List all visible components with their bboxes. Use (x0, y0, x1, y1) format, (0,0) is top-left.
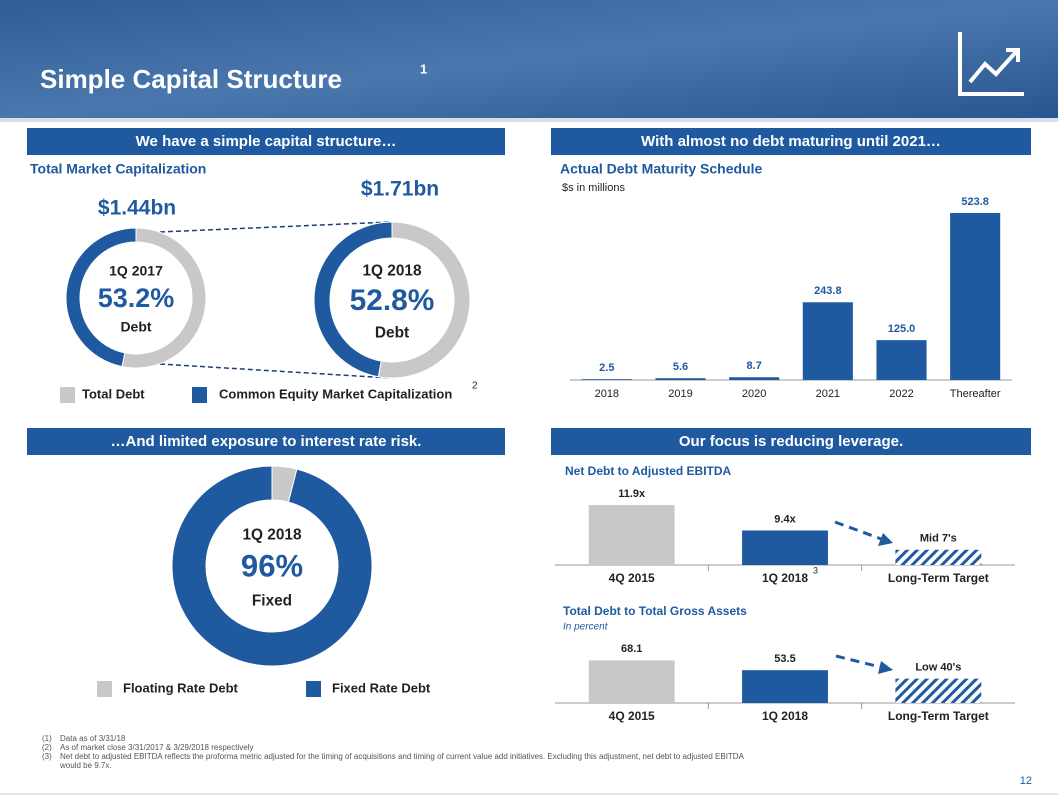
total-label: $1.44bn (98, 197, 176, 220)
center-value: 53.2% (98, 283, 175, 313)
section-bar (27, 128, 505, 155)
center-value: 96% (241, 549, 303, 584)
legend-label: Common Equity Market Capitalization (219, 386, 452, 401)
value-label: Mid 7's (920, 533, 957, 545)
value-label: 5.6 (673, 361, 688, 373)
section-title: Our focus is reducing leverage. (679, 433, 903, 450)
section-bar (551, 428, 1031, 455)
chart-title: Net Debt to Adjusted EBITDA (565, 464, 732, 478)
center-caption: Debt (375, 324, 409, 341)
value-label: 9.4x (774, 513, 796, 525)
footnote-text: As of market close 3/31/2017 & 3/29/2018… (60, 743, 253, 752)
bar (581, 379, 632, 380)
legend-label: Floating Rate Debt (123, 680, 239, 695)
value-label: 243.8 (814, 285, 842, 297)
bar (742, 530, 828, 565)
footnote-text: Data as of 3/31/18 (60, 734, 126, 743)
chart-title: Actual Debt Maturity Schedule (560, 161, 762, 177)
footnote-marker: (2) (42, 743, 52, 752)
arrow-head (878, 533, 893, 674)
header-rule (0, 118, 1058, 122)
trend-icon (958, 32, 1024, 96)
section-title: …And limited exposure to interest rate r… (111, 433, 422, 450)
bar (588, 505, 675, 565)
legend-swatch (60, 387, 75, 403)
bar (950, 213, 1001, 380)
section-title: With almost no debt maturing until 2021… (641, 133, 941, 150)
bar (876, 340, 927, 380)
bar (729, 377, 780, 380)
value-label: 53.5 (774, 653, 795, 665)
header-band (0, 0, 1058, 118)
slide-title: Simple Capital Structure (40, 64, 342, 94)
bar (895, 549, 982, 565)
section-bar (27, 428, 505, 455)
x-tick-label: 2018 (595, 388, 619, 400)
legend-swatch (97, 681, 112, 697)
center-value: 52.8% (350, 284, 435, 317)
category-note: 3 (813, 565, 818, 575)
bar (895, 678, 982, 703)
x-tick-label: Long-Term Target (888, 571, 989, 585)
value-label: 8.7 (747, 360, 762, 372)
total-label: $1.71bn (361, 178, 439, 201)
x-tick-label: 1Q 2018 (762, 571, 808, 585)
x-tick-label: Thereafter (950, 388, 1001, 400)
section-title: We have a simple capital structure… (136, 133, 397, 150)
title-note: 1 (420, 61, 427, 76)
x-tick-label: 2021 (816, 388, 840, 400)
center-caption: Fixed (252, 592, 292, 609)
chart-subtitle: In percent (563, 622, 609, 633)
x-tick-label: 2019 (668, 388, 692, 400)
center-caption: Debt (120, 319, 151, 335)
center-period: 1Q 2018 (362, 262, 421, 279)
footnote-text: would be 9.7x. (59, 761, 112, 770)
value-label: 68.1 (621, 643, 642, 655)
page-number: 12 (1020, 775, 1032, 787)
chart-title: Total Market Capitalization (30, 161, 206, 177)
x-tick-label: 4Q 2015 (609, 709, 655, 723)
footnote-marker: (1) (42, 734, 52, 743)
bar (802, 302, 853, 380)
bar (655, 378, 706, 380)
center-period: 1Q 2017 (109, 263, 163, 279)
bar (588, 660, 675, 703)
donut-segment (171, 465, 373, 667)
legend-swatch (192, 387, 207, 403)
center-period: 1Q 2018 (242, 526, 301, 543)
legend-label: Total Debt (82, 386, 145, 401)
value-label: 2.5 (599, 362, 614, 374)
bar (742, 670, 828, 703)
x-tick-label: 1Q 2018 (762, 709, 808, 723)
chart-subtitle: $s in millions (562, 182, 625, 194)
donut-segment (313, 221, 393, 378)
value-label: Low 40's (915, 662, 961, 674)
connector (159, 221, 391, 379)
x-tick-label: 4Q 2015 (609, 571, 655, 585)
x-tick-label: Long-Term Target (888, 709, 989, 723)
value-label: 523.8 (961, 196, 989, 208)
legend-swatch (306, 681, 321, 697)
section-bar (551, 128, 1031, 155)
donut-segment (65, 227, 137, 368)
footnote-text: Net debt to adjusted EBITDA reflects the… (60, 752, 745, 761)
x-tick-label: 2020 (742, 388, 766, 400)
legend-label: Fixed Rate Debt (332, 680, 431, 695)
footnote-marker: (3) (42, 752, 52, 761)
value-label: 125.0 (888, 323, 916, 335)
trend-arrow (834, 520, 885, 670)
value-label: 11.9x (618, 488, 646, 500)
x-tick-label: 2022 (889, 388, 913, 400)
chart-title: Total Debt to Total Gross Assets (563, 604, 747, 618)
legend-note: 2 (472, 381, 478, 392)
